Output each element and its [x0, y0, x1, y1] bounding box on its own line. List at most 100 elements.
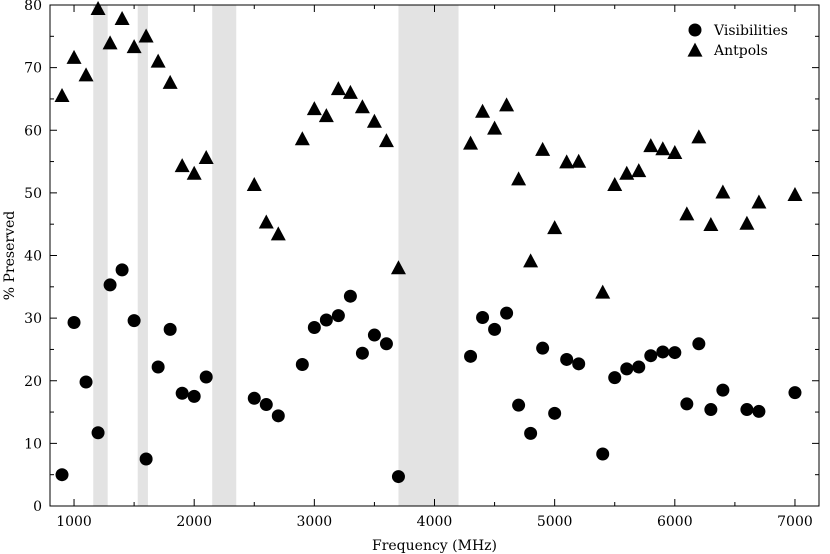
data-point-circle — [151, 360, 165, 374]
data-point-circle — [391, 470, 405, 484]
shaded-band — [137, 5, 148, 506]
x-tick-label: 6000 — [657, 514, 693, 530]
data-point-triangle — [643, 138, 659, 153]
y-tick-label: 0 — [33, 499, 42, 515]
data-point-circle — [740, 403, 754, 417]
data-point-triangle — [523, 253, 539, 268]
data-point-circle — [379, 337, 393, 351]
y-tick-label: 50 — [24, 186, 42, 202]
data-point-circle — [175, 386, 189, 400]
data-point-circle — [560, 352, 574, 366]
data-point-triangle — [330, 81, 346, 96]
data-point-circle — [488, 322, 502, 336]
data-point-circle — [55, 468, 69, 482]
x-tick-label: 2000 — [176, 514, 212, 530]
data-point-triangle — [787, 186, 803, 201]
data-point-triangle — [463, 135, 479, 150]
data-point-triangle — [318, 108, 334, 123]
legend-label: Antpols — [713, 43, 768, 59]
axis-ticks: 1000 2000 3000 4000 5000 6000 7000 0 10 20 30 40 50 6… — [24, 0, 819, 530]
data-point-triangle — [475, 103, 491, 118]
y-tick-label: 10 — [24, 436, 42, 452]
data-point-circle — [355, 346, 369, 360]
data-point-triangle — [511, 171, 527, 186]
data-point-triangle — [571, 153, 587, 168]
data-point-triangle — [390, 260, 406, 275]
data-point-triangle — [186, 165, 202, 180]
data-point-triangle — [126, 39, 142, 54]
data-point-circle — [464, 349, 478, 363]
y-axis-label: % Preserved — [2, 211, 18, 301]
data-point-circle — [295, 357, 309, 371]
data-point-triangle — [739, 215, 755, 230]
data-point-circle — [343, 289, 357, 303]
data-point-circle — [512, 398, 526, 412]
x-tick-label: 3000 — [297, 514, 333, 530]
data-point-circle — [524, 426, 538, 440]
data-point-triangle — [751, 194, 767, 209]
data-point-circle — [608, 371, 622, 385]
data-point-triangle — [595, 284, 611, 299]
data-point-triangle — [306, 101, 322, 116]
data-point-circle — [103, 278, 117, 292]
data-point-triangle — [655, 141, 671, 156]
data-point-circle — [67, 316, 81, 330]
data-point-circle — [752, 404, 766, 418]
data-point-circle — [788, 386, 802, 400]
data-point-circle — [644, 349, 658, 363]
data-point-circle — [199, 370, 213, 384]
data-point-triangle — [162, 74, 178, 89]
data-point-circle — [331, 309, 345, 323]
data-point-circle — [692, 337, 706, 351]
data-point-circle — [91, 426, 105, 440]
data-point-triangle — [354, 99, 370, 114]
data-point-circle — [548, 406, 562, 420]
data-point-circle — [259, 398, 273, 412]
data-point-triangle — [607, 176, 623, 191]
x-axis-label: Frequency (MHz) — [372, 538, 497, 554]
data-point-triangle — [559, 154, 575, 169]
data-point-circle — [163, 322, 177, 336]
y-tick-label: 80 — [24, 0, 42, 14]
data-point-circle — [680, 397, 694, 411]
data-point-triangle — [78, 67, 94, 82]
shaded-band — [398, 5, 459, 506]
data-point-triangle — [114, 11, 130, 26]
data-point-triangle — [499, 97, 515, 112]
x-tick-label: 1000 — [56, 514, 92, 530]
y-tick-label: 40 — [24, 249, 42, 265]
data-point-triangle — [366, 113, 382, 128]
y-tick-label: 20 — [24, 374, 42, 390]
data-point-triangle — [198, 150, 214, 165]
data-point-circle — [127, 314, 141, 328]
data-point-triangle — [691, 129, 707, 144]
data-point-circle — [271, 409, 285, 423]
data-point-circle — [632, 360, 646, 374]
shaded-band — [212, 5, 237, 506]
legend-marker-triangle — [687, 42, 703, 57]
shaded-bands — [93, 5, 459, 506]
data-point-triangle — [703, 217, 719, 232]
y-tick-label: 60 — [24, 123, 42, 139]
data-point-circle — [139, 452, 153, 466]
y-tick-label: 30 — [24, 311, 42, 327]
data-point-triangle — [342, 84, 358, 99]
x-tick-label: 4000 — [417, 514, 453, 530]
data-point-circle — [656, 345, 670, 359]
data-point-triangle — [258, 214, 274, 229]
data-point-circle — [319, 313, 333, 327]
data-point-triangle — [619, 165, 635, 180]
data-point-triangle — [487, 120, 503, 135]
data-point-triangle — [667, 145, 683, 160]
data-point-circle — [187, 389, 201, 403]
data-point-triangle — [174, 158, 190, 173]
x-tick-label: 7000 — [777, 514, 813, 530]
data-point-circle — [596, 447, 610, 461]
data-point-circle — [536, 341, 550, 355]
data-point-circle — [476, 310, 490, 324]
data-point-triangle — [90, 0, 106, 15]
data-point-circle — [668, 346, 682, 360]
data-point-triangle — [378, 133, 394, 148]
